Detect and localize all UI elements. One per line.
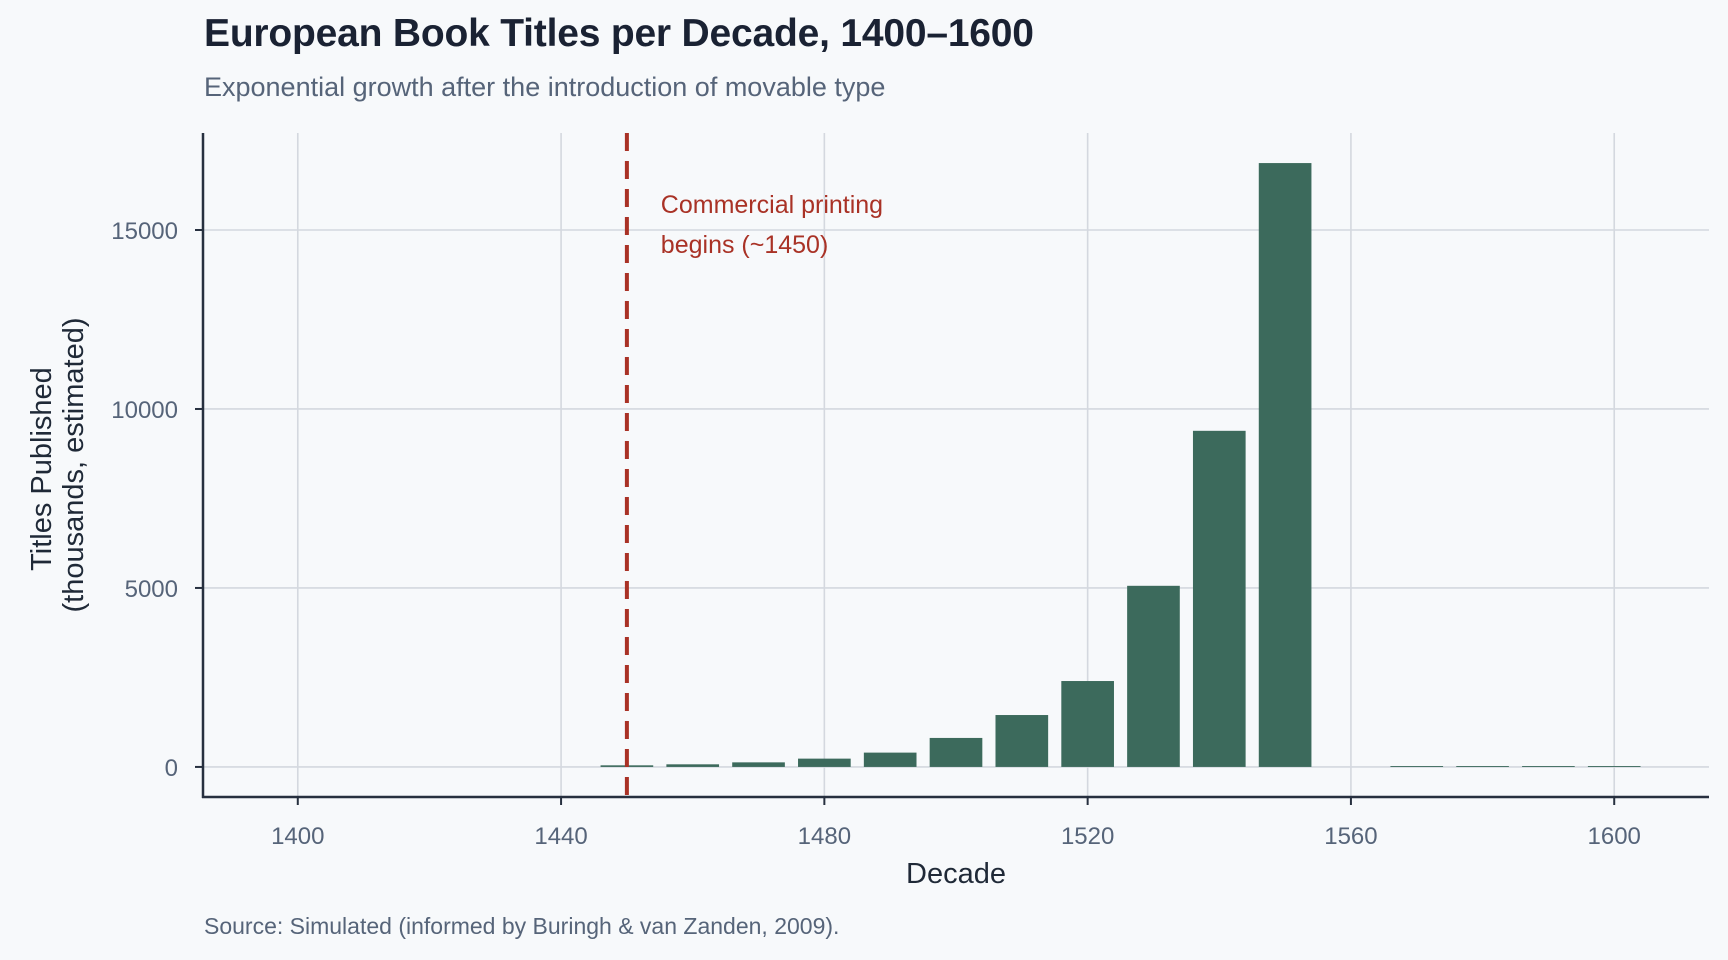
bar-1550 (1258, 163, 1312, 767)
bar-1470 (732, 762, 785, 767)
bar-1490 (863, 752, 917, 767)
bar-1580 (1456, 766, 1509, 767)
bar-1520 (1061, 681, 1114, 767)
y-tick-label: 0 (165, 755, 178, 782)
bar-1510 (995, 715, 1049, 767)
bar-1460 (666, 764, 720, 767)
x-axis-ticks: 1400 1440 1480 1520 1560 1600 (271, 797, 1641, 850)
y-tick-label: 10000 (111, 397, 178, 424)
x-tick-label: 1400 (271, 823, 324, 850)
annotation-line-1: Commercial printing (661, 191, 883, 219)
chart-subtitle: Exponential growth after the introductio… (204, 72, 886, 102)
y-axis-title-line-2: (thousands, estimated) (58, 318, 90, 613)
y-tick-label: 5000 (125, 576, 178, 603)
annotation-group: Commercial printing begins (~1450) (624, 133, 890, 797)
gridlines (203, 133, 1709, 797)
bar-1600 (1587, 766, 1641, 767)
bars (600, 163, 1641, 767)
source-note: Source: Simulated (informed by Buringh &… (204, 913, 840, 939)
y-axis-ticks: 0 5000 10000 15000 (111, 218, 203, 782)
y-axis-title-line-1: Titles Published (26, 367, 58, 571)
y-tick-label: 15000 (111, 218, 178, 245)
y-axis-title: Titles Published (thousands, estimated) (26, 318, 90, 613)
x-tick-label: 1440 (534, 823, 587, 850)
annotation-line-2: begins (~1450) (661, 231, 828, 259)
bar-1590 (1522, 766, 1575, 767)
bar-1500 (929, 737, 983, 767)
x-tick-label: 1600 (1588, 823, 1641, 850)
annotation-text: Commercial printing begins (~1450) (661, 191, 890, 259)
chart-title: European Book Titles per Decade, 1400–16… (204, 12, 1034, 55)
x-axis-title: Decade (906, 858, 1006, 890)
bar-1480 (798, 758, 851, 767)
x-tick-label: 1560 (1324, 823, 1377, 850)
bar-1570 (1390, 766, 1444, 767)
bar-1540 (1192, 430, 1246, 767)
axes (201, 133, 1709, 799)
x-tick-label: 1480 (798, 823, 851, 850)
bar-1530 (1127, 585, 1180, 767)
x-tick-label: 1520 (1061, 823, 1114, 850)
